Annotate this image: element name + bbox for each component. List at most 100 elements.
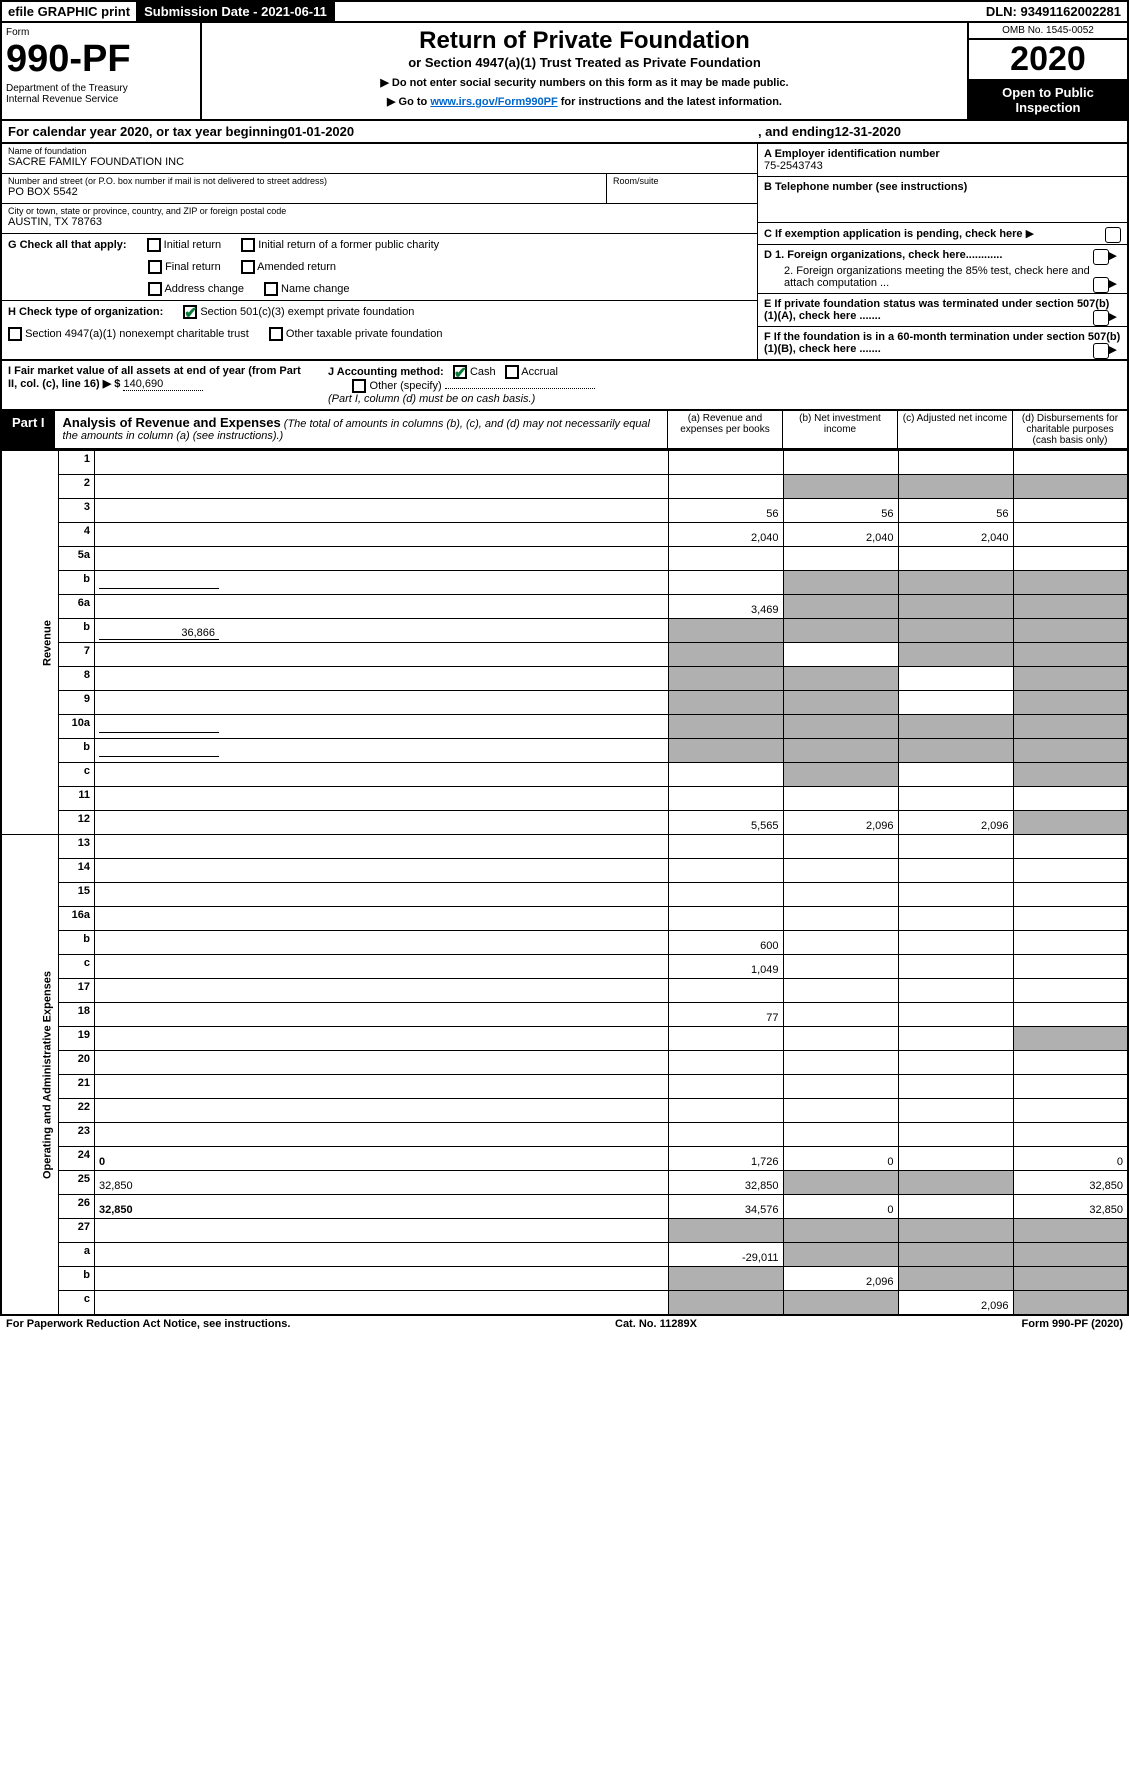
table-row: 19 xyxy=(1,1027,1128,1051)
ein-value: 75-2543743 xyxy=(764,160,1121,172)
cell-col-c xyxy=(898,955,1013,979)
checkbox-4947[interactable] xyxy=(8,327,22,341)
row-number: 14 xyxy=(59,859,95,883)
checkbox-address-change[interactable] xyxy=(148,282,162,296)
row-number: 4 xyxy=(59,523,95,547)
checkbox-f[interactable] xyxy=(1093,343,1109,359)
row-description: 0 xyxy=(95,1147,669,1171)
cell-col-c: 2,040 xyxy=(898,523,1013,547)
cell-col-a xyxy=(668,1099,783,1123)
cell-col-c xyxy=(898,1075,1013,1099)
table-row: b2,096 xyxy=(1,1267,1128,1291)
checkbox-initial-return[interactable] xyxy=(147,238,161,252)
row-number: c xyxy=(59,763,95,787)
cell-col-b xyxy=(783,1027,898,1051)
col-d-header: (d) Disbursements for charitable purpose… xyxy=(1012,411,1127,448)
cell-col-a xyxy=(668,475,783,499)
checkbox-cash[interactable] xyxy=(453,365,467,379)
table-row: 7 xyxy=(1,643,1128,667)
row-description xyxy=(95,1219,669,1243)
row-description xyxy=(95,595,669,619)
cell-col-a xyxy=(668,835,783,859)
city-state-zip: AUSTIN, TX 78763 xyxy=(8,216,751,228)
row-description xyxy=(95,715,669,739)
checkbox-amended[interactable] xyxy=(241,260,255,274)
row-number: 1 xyxy=(59,451,95,475)
row-number: c xyxy=(59,955,95,979)
row-description xyxy=(95,787,669,811)
cell-col-b: 2,096 xyxy=(783,811,898,835)
cell-col-c xyxy=(898,1051,1013,1075)
cell-col-c xyxy=(898,595,1013,619)
row-number: 2 xyxy=(59,475,95,499)
row-description xyxy=(95,691,669,715)
table-row: 20 xyxy=(1,1051,1128,1075)
row-number: b xyxy=(59,619,95,643)
irs-link[interactable]: www.irs.gov/Form990PF xyxy=(430,96,557,108)
cell-col-a xyxy=(668,691,783,715)
table-row: b600 xyxy=(1,931,1128,955)
cell-col-b xyxy=(783,955,898,979)
section-d1: D 1. Foreign organizations, check here..… xyxy=(764,249,1002,261)
row-description: 32,850 xyxy=(95,1171,669,1195)
cell-col-a xyxy=(668,571,783,595)
cell-col-a xyxy=(668,1027,783,1051)
row-number: 21 xyxy=(59,1075,95,1099)
table-row: b xyxy=(1,571,1128,595)
cell-col-d xyxy=(1013,979,1128,1003)
cell-col-c xyxy=(898,931,1013,955)
cell-col-a xyxy=(668,1267,783,1291)
row-number: 5a xyxy=(59,547,95,571)
cell-col-d: 32,850 xyxy=(1013,1171,1128,1195)
checkbox-other-method[interactable] xyxy=(352,379,366,393)
cell-col-c xyxy=(898,715,1013,739)
checkbox-name-change[interactable] xyxy=(264,282,278,296)
cell-col-d xyxy=(1013,931,1128,955)
name-label: Name of foundation xyxy=(8,146,751,156)
cell-col-d xyxy=(1013,667,1128,691)
cell-col-d xyxy=(1013,859,1128,883)
cell-col-b xyxy=(783,931,898,955)
cell-col-c xyxy=(898,667,1013,691)
row-description xyxy=(95,1267,669,1291)
checkbox-accrual[interactable] xyxy=(505,365,519,379)
cell-col-b: 2,040 xyxy=(783,523,898,547)
row-description xyxy=(95,883,669,907)
cell-col-c xyxy=(898,643,1013,667)
checkbox-final-return[interactable] xyxy=(148,260,162,274)
city-label: City or town, state or province, country… xyxy=(8,206,751,216)
cell-col-a xyxy=(668,787,783,811)
cell-col-d xyxy=(1013,451,1128,475)
checkbox-501c3[interactable] xyxy=(183,305,197,319)
cell-col-a: 5,565 xyxy=(668,811,783,835)
cell-col-d xyxy=(1013,547,1128,571)
checkbox-d2[interactable] xyxy=(1093,277,1109,293)
section-d2: 2. Foreign organizations meeting the 85%… xyxy=(784,265,1090,289)
table-row: 9 xyxy=(1,691,1128,715)
table-row: 1877 xyxy=(1,1003,1128,1027)
page-footer: For Paperwork Reduction Act Notice, see … xyxy=(0,1316,1129,1332)
row-description xyxy=(95,931,669,955)
col-a-header: (a) Revenue and expenses per books xyxy=(667,411,782,448)
cell-col-a: 600 xyxy=(668,931,783,955)
table-row: 16a xyxy=(1,907,1128,931)
cell-col-c xyxy=(898,1147,1013,1171)
checkbox-c[interactable] xyxy=(1105,227,1121,243)
cell-col-b xyxy=(783,1243,898,1267)
cell-col-a xyxy=(668,643,783,667)
cell-col-d xyxy=(1013,1219,1128,1243)
cell-col-c xyxy=(898,1171,1013,1195)
cell-col-a: 1,049 xyxy=(668,955,783,979)
table-row: c2,096 xyxy=(1,1291,1128,1315)
checkbox-e[interactable] xyxy=(1093,310,1109,326)
checkbox-initial-public[interactable] xyxy=(241,238,255,252)
checkbox-other-taxable[interactable] xyxy=(269,327,283,341)
cell-col-c xyxy=(898,571,1013,595)
row-number: 17 xyxy=(59,979,95,1003)
checkbox-d1[interactable] xyxy=(1093,249,1109,265)
table-row: 5a xyxy=(1,547,1128,571)
ein-label: A Employer identification number xyxy=(764,148,1121,160)
cell-col-a xyxy=(668,1123,783,1147)
section-c-label: C If exemption application is pending, c… xyxy=(764,228,1023,240)
cell-col-c xyxy=(898,1219,1013,1243)
